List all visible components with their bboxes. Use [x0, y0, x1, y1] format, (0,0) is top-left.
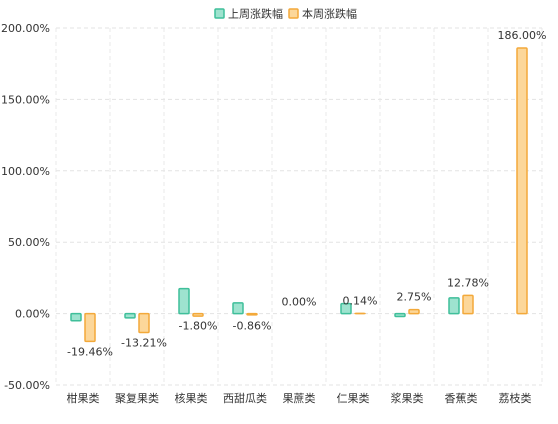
legend-label: 本周涨跌幅	[302, 7, 357, 21]
x-tick-label: 核果类	[175, 391, 208, 405]
legend-item[interactable]: 上周涨跌幅	[215, 7, 283, 21]
bar-this-week[interactable]	[247, 314, 257, 315]
data-label: 0.00%	[282, 296, 317, 309]
bar-this-week[interactable]	[463, 295, 473, 313]
bar-this-week[interactable]	[139, 314, 149, 333]
bar-last-week[interactable]	[449, 298, 459, 314]
data-label: -1.80%	[179, 320, 218, 333]
x-tick-label: 香蕉类	[445, 391, 478, 405]
x-tick-label: 浆果类	[391, 391, 424, 405]
y-tick-label: 150.00%	[1, 93, 50, 106]
x-tick-label: 仁果类	[337, 391, 370, 405]
y-tick-label: 0.00%	[15, 308, 50, 321]
data-label: 186.00%	[498, 29, 547, 42]
data-label: 2.75%	[397, 291, 432, 304]
y-tick-label: 50.00%	[8, 236, 50, 249]
y-axis: 200.00% 150.00% 100.00% 50.00% 0.00% -50.00%	[1, 22, 50, 392]
x-axis: 柑果类 聚复果类 核果类 西甜瓜类 果蔗类 仁果类 浆果类 香蕉类 荔枝类	[67, 391, 532, 405]
bar-this-week[interactable]	[517, 48, 527, 314]
data-label: -19.46%	[67, 345, 113, 358]
x-tick-label: 西甜瓜类	[223, 391, 267, 405]
data-label: 0.14%	[343, 294, 378, 307]
y-tick-label: -50.00%	[4, 379, 50, 392]
data-label: 12.78%	[447, 276, 489, 289]
bar-this-week[interactable]	[85, 314, 95, 342]
x-tick-label: 柑果类	[67, 391, 100, 405]
x-tick-label: 荔枝类	[499, 391, 532, 405]
bar-last-week[interactable]	[71, 314, 81, 321]
bar-last-week[interactable]	[395, 314, 405, 317]
legend-swatch	[289, 9, 298, 18]
bar-last-week[interactable]	[233, 303, 243, 314]
legend-item[interactable]: 本周涨跌幅	[289, 7, 357, 21]
legend[interactable]: 上周涨跌幅 本周涨跌幅	[215, 7, 357, 21]
bar-last-week[interactable]	[125, 314, 135, 318]
bar-this-week[interactable]	[409, 310, 419, 314]
y-tick-label: 200.00%	[1, 22, 50, 35]
bar-this-week[interactable]	[193, 314, 203, 317]
bar-last-week[interactable]	[179, 289, 189, 314]
y-tick-label: 100.00%	[1, 165, 50, 178]
grid	[56, 28, 542, 385]
legend-swatch	[215, 9, 224, 18]
x-tick-label: 果蔗类	[283, 391, 316, 405]
data-label: -13.21%	[121, 336, 167, 349]
legend-label: 上周涨跌幅	[228, 7, 283, 21]
x-tick-label: 聚复果类	[115, 391, 159, 405]
data-labels: -19.46% -13.21% -1.80% -0.86% 0.00% 0.14% 2.75…	[67, 29, 546, 358]
data-label: -0.86%	[233, 320, 272, 333]
